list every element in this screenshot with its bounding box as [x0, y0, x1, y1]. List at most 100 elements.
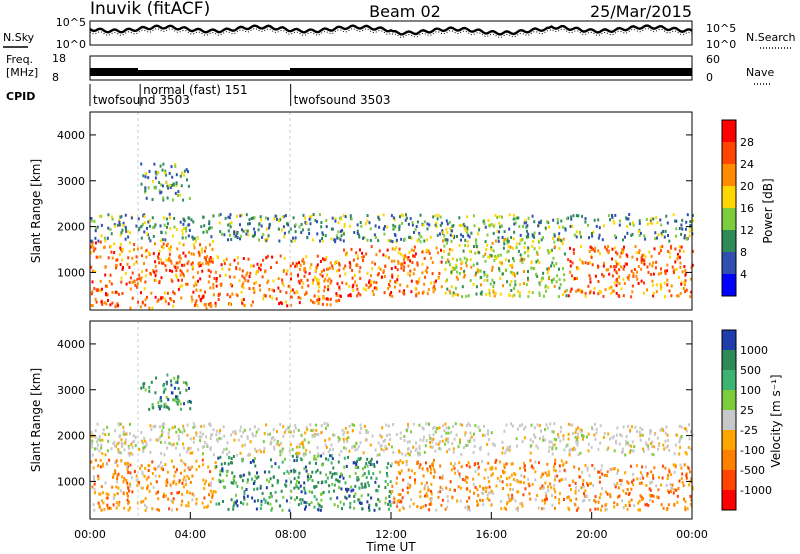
echo-pixel	[574, 435, 577, 439]
echo-pixel	[657, 447, 659, 451]
echo-pixel	[497, 239, 500, 243]
echo-pixel	[303, 268, 306, 272]
echo-pixel	[204, 290, 206, 294]
echo-pixel	[265, 227, 268, 231]
echo-pixel	[150, 291, 153, 295]
echo-pixel	[219, 274, 222, 278]
echo-pixel	[333, 433, 336, 437]
echo-pixel	[504, 237, 507, 241]
echo-pixel	[615, 441, 618, 445]
echo-pixel	[518, 294, 521, 298]
echo-pixel	[157, 255, 159, 259]
echo-pixel	[393, 500, 396, 504]
echo-pixel	[170, 379, 172, 383]
echo-pixel	[537, 506, 540, 510]
echo-pixel	[148, 407, 151, 411]
echo-pixel	[689, 220, 692, 224]
echo-pixel	[488, 291, 491, 295]
echo-pixel	[184, 482, 187, 486]
echo-pixel	[225, 257, 228, 261]
echo-pixel	[202, 432, 205, 436]
echo-pixel	[446, 222, 449, 226]
echo-pixel	[257, 427, 260, 431]
echo-pixel	[421, 262, 424, 266]
echo-pixel	[94, 458, 97, 462]
echo-pixel	[98, 435, 101, 439]
echo-pixel	[215, 279, 218, 283]
echo-pixel	[94, 270, 97, 274]
echo-pixel	[463, 269, 466, 273]
echo-pixel	[390, 259, 393, 263]
echo-pixel	[251, 477, 253, 481]
echo-pixel	[637, 282, 640, 285]
echo-pixel	[168, 507, 171, 511]
echo-pixel	[269, 442, 272, 446]
echo-pixel	[270, 440, 273, 444]
echo-pixel	[203, 496, 206, 500]
echo-pixel	[451, 495, 454, 499]
echo-pixel	[503, 470, 506, 474]
echo-pixel	[285, 272, 288, 276]
echo-pixel	[638, 249, 641, 253]
echo-pixel	[589, 245, 592, 249]
echo-pixel	[226, 293, 229, 297]
echo-pixel	[683, 463, 686, 467]
echo-pixel	[545, 494, 548, 498]
echo-pixel	[466, 476, 469, 480]
echo-pixel	[575, 508, 578, 512]
echo-pixel	[330, 443, 333, 447]
echo-pixel	[328, 266, 331, 270]
echo-pixel	[394, 265, 397, 269]
echo-pixel	[466, 439, 469, 443]
echo-pixel	[166, 291, 169, 295]
echo-pixel	[508, 476, 511, 480]
echo-pixel	[472, 482, 475, 486]
echo-pixel	[154, 274, 157, 278]
echo-pixel	[387, 256, 390, 260]
echo-pixel	[551, 261, 554, 265]
echo-pixel	[199, 277, 202, 281]
echo-pixel	[446, 505, 449, 509]
echo-pixel	[555, 438, 557, 442]
echo-pixel	[263, 270, 266, 274]
echo-pixel	[349, 214, 352, 218]
echo-pixel	[583, 494, 586, 498]
echo-pixel	[202, 215, 205, 219]
echo-pixel	[318, 213, 321, 217]
echo-pixel	[673, 502, 676, 506]
echo-pixel	[571, 274, 573, 278]
echo-pixel	[666, 278, 669, 282]
echo-pixel	[426, 238, 429, 242]
echo-pixel	[162, 384, 165, 388]
echo-pixel	[203, 224, 206, 228]
echo-pixel	[100, 446, 103, 450]
colorbar-segment	[722, 350, 736, 371]
echo-pixel	[319, 239, 321, 243]
echo-pixel	[163, 291, 166, 295]
echo-pixel	[185, 504, 188, 508]
echo-pixel	[179, 273, 182, 277]
echo-pixel	[511, 493, 514, 497]
echo-pixel	[373, 233, 376, 237]
echo-pixel	[143, 474, 146, 478]
echo-pixel	[581, 260, 584, 264]
echo-pixel	[190, 218, 193, 222]
echo-pixel	[492, 442, 494, 446]
echo-pixel	[106, 425, 109, 429]
echo-pixel	[107, 506, 110, 510]
echo-pixel	[330, 227, 333, 231]
echo-pixel	[569, 259, 572, 263]
echo-pixel	[367, 493, 370, 497]
echo-pixel	[599, 441, 602, 445]
echo-pixel	[260, 503, 263, 507]
echo-pixel	[684, 505, 687, 509]
echo-pixel	[119, 246, 122, 250]
echo-pixel	[298, 281, 301, 285]
echo-pixel	[169, 227, 172, 231]
echo-pixel	[544, 428, 546, 432]
echo-pixel	[164, 297, 167, 301]
echo-pixel	[587, 432, 590, 436]
echo-pixel	[321, 302, 324, 306]
echo-pixel	[587, 223, 589, 227]
echo-pixel	[142, 174, 145, 178]
